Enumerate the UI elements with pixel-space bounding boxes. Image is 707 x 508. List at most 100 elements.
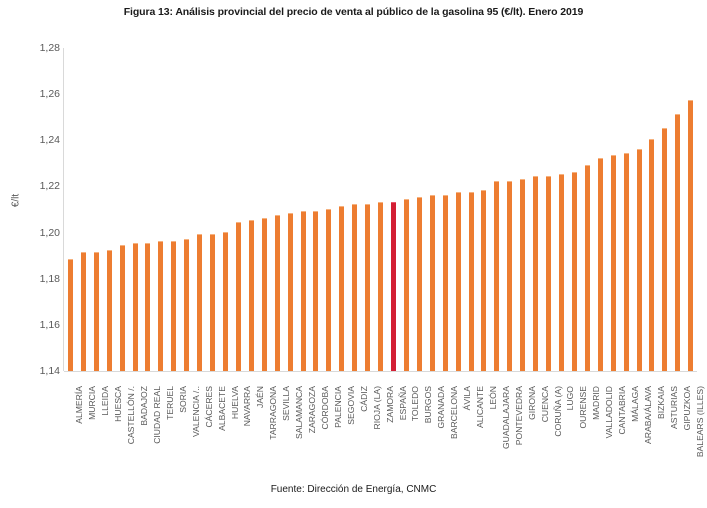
bar-slot	[542, 40, 555, 371]
x-label-slot: CÓRDOBA	[310, 386, 330, 496]
bar	[558, 173, 564, 371]
bar	[223, 231, 229, 371]
x-label-slot: LUGO	[555, 386, 575, 496]
bar	[636, 148, 642, 371]
bar	[158, 240, 164, 371]
x-label-slot: SALAMANCA	[284, 386, 304, 496]
x-label-slot: JAÉN	[245, 386, 265, 496]
x-label-slot: CANTABRIA	[607, 386, 627, 496]
x-label-slot: MÁLAGA	[620, 386, 640, 496]
bar-slot	[684, 40, 697, 371]
bar	[546, 176, 552, 371]
bar	[300, 210, 306, 371]
bar-slot	[284, 40, 297, 371]
bar-slot	[297, 40, 310, 371]
bar	[235, 222, 241, 371]
y-axis-line	[63, 48, 64, 371]
bar-series	[64, 40, 697, 371]
bar	[610, 155, 616, 371]
x-label-slot: ÁVILA	[452, 386, 472, 496]
x-label-slot: VALENCIA /..	[180, 386, 201, 496]
bar	[675, 113, 681, 371]
bar-slot	[568, 40, 581, 371]
bar-slot	[645, 40, 658, 371]
bar-highlight	[391, 201, 396, 371]
bar-slot	[633, 40, 646, 371]
bar	[184, 238, 190, 371]
x-label-slot: BADAJOZ	[129, 386, 149, 496]
bar-slot	[232, 40, 245, 371]
bar-slot	[271, 40, 284, 371]
bar	[339, 206, 345, 371]
y-axis-tick-label: 1,28	[39, 42, 60, 54]
x-label-slot: PONTEVEDRA	[503, 386, 524, 496]
bar	[429, 194, 435, 371]
bar-slot	[142, 40, 155, 371]
bar-slot	[452, 40, 465, 371]
bar-slot	[594, 40, 607, 371]
bar-slot	[529, 40, 542, 371]
x-label-slot: CIUDAD REAL	[142, 386, 162, 496]
bar	[468, 192, 474, 371]
bar	[481, 190, 487, 371]
x-label-slot: ZAMORA	[374, 386, 395, 496]
bar	[210, 233, 216, 371]
bar	[67, 259, 73, 371]
chart-plot-area: €/lt 1,14 1,16 1,18 1,20 1,22 1,24 1,26 1,28	[0, 40, 707, 385]
bar	[248, 220, 254, 371]
bar-slot	[258, 40, 271, 371]
bar	[119, 245, 125, 371]
x-label-slot: NAVARRA	[232, 386, 252, 496]
bar	[261, 217, 267, 371]
x-label-slot: ALMERÍA	[64, 386, 84, 496]
x-label-slot: CASTELLÓN /.	[116, 386, 136, 496]
bar-slot	[400, 40, 413, 371]
x-label-slot: GRANADA	[426, 386, 446, 496]
x-label-slot: ASTURIAS	[658, 386, 679, 496]
x-label-slot: BARCELONA	[439, 386, 459, 496]
x-label-slot: PALENCIA	[322, 386, 343, 496]
bar-slot	[310, 40, 323, 371]
x-label-slot: ARABA/ÁLAVA	[633, 386, 653, 496]
x-label-slot: CUENCA	[529, 386, 550, 496]
bar	[145, 243, 151, 371]
bar-slot	[671, 40, 684, 371]
bar-slot	[322, 40, 335, 371]
bar	[571, 171, 577, 371]
bar	[287, 213, 293, 371]
x-label-slot: CÁCERES	[193, 386, 214, 496]
bar-slot	[413, 40, 426, 371]
x-label-slot: TOLEDO	[400, 386, 420, 496]
x-label-slot: LLEIDA	[90, 386, 110, 496]
x-label-slot: HUESCA	[103, 386, 123, 496]
y-axis-tick-label: 1,14	[39, 365, 60, 377]
bar-slot	[193, 40, 206, 371]
bar	[494, 180, 500, 371]
bar-slot	[245, 40, 258, 371]
x-label-slot: ALICANTE	[465, 386, 485, 496]
y-axis-tick-label: 1,22	[39, 180, 60, 193]
bar	[520, 178, 526, 371]
bar-slot	[426, 40, 439, 371]
y-axis-tick-label: 1,24	[39, 134, 60, 147]
x-label-slot: BURGOS	[413, 386, 433, 496]
x-label-slot: CORUÑA (A)	[542, 386, 563, 496]
y-axis-tick-label: 1,18	[39, 272, 60, 285]
bar-slot	[167, 40, 180, 371]
x-label-slot: BALEARS (ILLES)	[684, 386, 705, 496]
bar	[197, 233, 203, 371]
bar	[274, 215, 280, 371]
x-axis-tick-labels: ALMERÍA MURCIA LLEIDA HUESCA CASTELLÓN /. BAD…	[64, 386, 705, 496]
bar-slot	[607, 40, 620, 371]
bar-slot	[335, 40, 348, 371]
x-label-slot: GIRONA	[516, 386, 537, 496]
y-axis-tick-label: 1,26	[39, 88, 60, 101]
bar	[93, 252, 99, 371]
y-axis-tick-label: 1,20	[39, 226, 60, 239]
x-label-slot: CÁDIZ	[348, 386, 369, 496]
bar	[688, 100, 694, 371]
source-note: Fuente: Dirección de Energía, CNMC	[270, 484, 437, 495]
bar-slot	[374, 40, 387, 371]
x-label-slot: SEVILLA	[271, 386, 291, 496]
bar-slot	[555, 40, 568, 371]
